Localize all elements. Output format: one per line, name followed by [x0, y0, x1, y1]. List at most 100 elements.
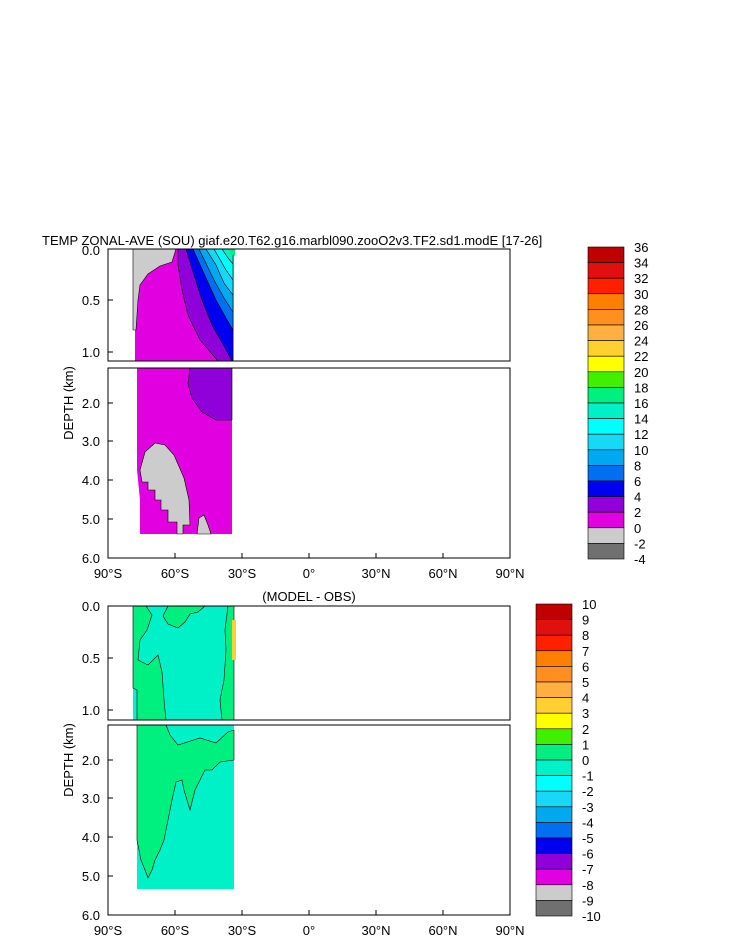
x-tick-label: 90°S	[94, 923, 123, 938]
colorbar-label: -6	[582, 847, 594, 862]
colorbar-swatch	[587, 371, 625, 388]
colorbar-label: 10	[634, 443, 648, 458]
colorbar-label: -3	[582, 800, 594, 815]
colorbar-swatch	[587, 340, 625, 357]
chart-title: (MODEL - OBS)	[262, 589, 355, 604]
colorbar-label: 6	[634, 474, 641, 489]
colorbar-label: 18	[634, 380, 648, 395]
x-tick-label: 90°N	[495, 566, 524, 581]
colorbar-swatch	[587, 543, 625, 560]
colorbar-swatch	[535, 884, 573, 901]
x-tick-label: 60°N	[428, 923, 457, 938]
x-tick-label: 30°S	[228, 923, 257, 938]
colorbar-label: -10	[582, 909, 601, 924]
x-tick-label: 90°N	[495, 923, 524, 938]
region-green-west	[132, 606, 167, 720]
y-tick-label: 3.0	[82, 434, 100, 449]
region-gray-bottom	[139, 442, 191, 535]
upper-depth-section	[132, 249, 235, 361]
y-tick-label: 1.0	[82, 703, 100, 718]
colorbar-label: -7	[582, 862, 594, 877]
colorbar-swatch	[535, 712, 573, 730]
colorbar-label: 12	[634, 427, 648, 442]
colorbar-swatch	[535, 744, 573, 761]
colorbar-label: 20	[634, 365, 648, 380]
y-tick-label: 5.0	[82, 869, 100, 884]
colorbar-swatch	[587, 309, 625, 326]
colorbar-label: 26	[634, 318, 648, 333]
colorbar-label: 22	[634, 349, 648, 364]
colorbar-label: 30	[634, 287, 648, 302]
colorbar-swatch	[535, 868, 573, 886]
x-tick-label: 60°N	[428, 566, 457, 581]
chart-title: TEMP ZONAL-AVE (SOU) giaf.e20.T62.g16.ma…	[42, 233, 542, 248]
colorbar-swatch	[535, 634, 573, 652]
colorbar-label: 10	[582, 597, 596, 612]
colorbar-swatch	[587, 293, 625, 310]
colorbar-swatch	[535, 822, 573, 839]
colorbar-swatch	[535, 666, 573, 683]
region-green-deep	[136, 725, 235, 879]
x-tick-label: 30°N	[361, 566, 390, 581]
colorbar-label: -1	[582, 769, 594, 784]
y-axis: 0.0 0.5 1.0 2.0 3.0 4.0 5.0 6.0 DEPTH (k…	[61, 599, 113, 923]
lower-depth-section	[137, 368, 233, 535]
colorbar-label: 6	[582, 659, 589, 674]
y-tick-label: 4.0	[82, 830, 100, 845]
colorbar-label: -9	[582, 893, 594, 908]
upper-frame	[107, 248, 511, 362]
colorbar-label: 36	[634, 240, 648, 255]
region-purple-deep	[187, 368, 233, 421]
y-tick-label: 2.0	[82, 753, 100, 768]
x-tick-label: 0°	[303, 923, 315, 938]
colorbar-label: 0	[582, 753, 589, 768]
colorbar-label: 28	[634, 302, 648, 317]
upper-depth-section	[132, 606, 236, 720]
colorbar-swatch	[535, 790, 573, 808]
colorbar-swatch	[535, 900, 573, 917]
colorbar-swatch	[587, 324, 625, 341]
colorbar-swatch	[587, 277, 625, 295]
colorbar-label: -2	[582, 784, 594, 799]
colorbar-swatch	[535, 853, 573, 870]
temperature-panel: TEMP ZONAL-AVE (SOU) giaf.e20.T62.g16.ma…	[42, 233, 648, 581]
colorbar-swatch	[535, 759, 573, 776]
y-axis-label: DEPTH (km)	[61, 366, 76, 440]
colorbar-swatch	[535, 728, 573, 745]
x-tick-label: 30°N	[361, 923, 390, 938]
colorbar-swatch	[587, 527, 625, 544]
colorbar-swatch	[587, 355, 625, 373]
colorbar-label: -8	[582, 878, 594, 893]
colorbar-label: 34	[634, 256, 648, 271]
y-axis: 0.0 0.5 1.0 2.0 3.0 4.0 5.0 6.0 DEPTH (k…	[61, 243, 113, 566]
region-green-blob	[162, 606, 206, 629]
x-tick-label: 90°S	[94, 566, 123, 581]
colorbar-swatch	[587, 480, 625, 497]
y-tick-label: 5.0	[82, 512, 100, 527]
colorbar-swatch	[587, 465, 625, 482]
colorbar-swatch	[587, 511, 625, 529]
x-tick-label: 60°S	[161, 566, 190, 581]
colorbar-swatch	[535, 681, 573, 698]
y-tick-label: 4.0	[82, 473, 100, 488]
y-tick-label: 6.0	[82, 908, 100, 923]
colorbar-swatch	[587, 433, 625, 451]
y-tick-label: 6.0	[82, 551, 100, 566]
upper-frame	[107, 605, 511, 721]
colorbar-swatch	[535, 806, 573, 823]
colorbar-swatch	[587, 418, 625, 435]
colorbar-swatch	[587, 387, 625, 404]
region-gold-edge	[232, 620, 236, 660]
x-axis: 90°S 60°S 30°S 0° 30°N 60°N 90°N	[94, 553, 525, 581]
colorbar-swatch	[535, 603, 573, 620]
y-tick-label: 0.5	[82, 293, 100, 308]
colorbar-swatch	[535, 837, 573, 854]
x-tick-label: 30°S	[228, 566, 257, 581]
y-tick-label: 2.0	[82, 396, 100, 411]
colorbar-swatch	[535, 775, 573, 792]
colorbar-label: 24	[634, 334, 648, 349]
colorbar-label: 1	[582, 737, 589, 752]
